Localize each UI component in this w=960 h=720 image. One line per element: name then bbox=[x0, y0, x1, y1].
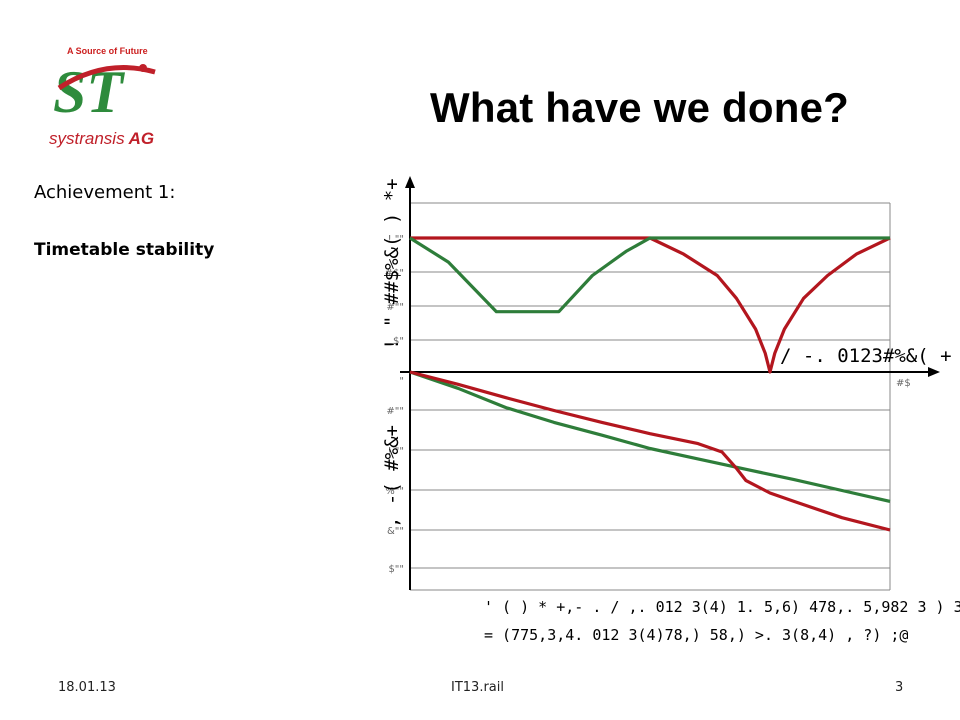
logo-brand-name: systransis bbox=[49, 129, 125, 148]
top-tick-label: #"" bbox=[386, 302, 404, 313]
top-red-line bbox=[410, 236, 891, 374]
logo-tagline: A Source of Future bbox=[67, 46, 148, 56]
bottom-tick-label: " bbox=[399, 376, 404, 387]
chart-caption-line-2: = (775,3,4. 012 3(4)78,) 58,) >. 3(8,4) … bbox=[484, 626, 908, 644]
top-tick-label: #$" bbox=[385, 268, 404, 279]
top-panel-ylabel: ! " ##$%&( ) *+ bbox=[381, 178, 403, 350]
chart-axes bbox=[400, 176, 940, 590]
logo-brand: systransis AG bbox=[49, 129, 154, 148]
x-axis-arrow bbox=[928, 367, 940, 377]
achievement-heading: Achievement 1: bbox=[34, 182, 176, 203]
chart-series bbox=[409, 236, 891, 532]
slide-title: What have we done? bbox=[430, 84, 849, 131]
chart-tick-labels: ! ""#$"#""$""#""! ""%""&""$"" bbox=[385, 234, 404, 575]
bottom-green-line bbox=[409, 370, 891, 503]
top-green-line bbox=[409, 236, 890, 314]
footer-date: 18.01.13 bbox=[58, 680, 116, 695]
achievement-subheading: Timetable stability bbox=[34, 240, 215, 260]
bottom-tick-label: %"" bbox=[385, 486, 404, 497]
x-tick-label: #$ bbox=[896, 378, 911, 389]
footer-page-number: 3 bbox=[895, 680, 904, 695]
bottom-tick-label: ! "" bbox=[388, 446, 404, 457]
chart-caption-line-1: ' ( ) * +,- . / ,. 012 3(4) 1. 5,6) 478,… bbox=[484, 598, 960, 616]
logo-dot bbox=[139, 64, 147, 72]
bottom-red-line bbox=[409, 370, 891, 532]
footer-event: IT13.rail bbox=[451, 680, 504, 695]
top-tick-label: ! "" bbox=[388, 234, 404, 245]
logo-brand-suffix: AG bbox=[128, 129, 155, 148]
top-panel-inner-label: / -. 0123#%&( + bbox=[780, 345, 952, 367]
bottom-panel-ylabel: , -( #%&+ bbox=[381, 425, 403, 528]
top-tick-label: $" bbox=[393, 336, 404, 347]
bottom-tick-label: $"" bbox=[388, 564, 404, 575]
systransis-logo: A Source of Future ST systransis AG bbox=[49, 46, 156, 148]
y-axis-arrow bbox=[405, 176, 415, 188]
bottom-tick-label: #"" bbox=[386, 406, 404, 417]
bottom-tick-label: &"" bbox=[387, 526, 404, 537]
